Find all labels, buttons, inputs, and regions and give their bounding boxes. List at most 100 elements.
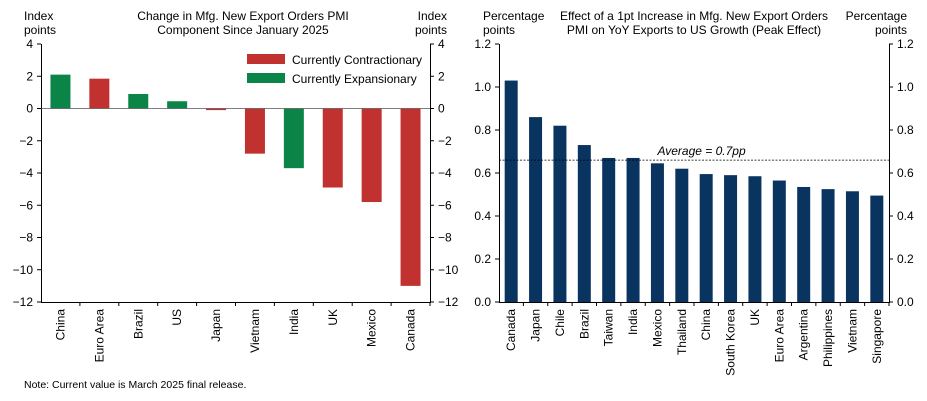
left-ytick-label-left: 4 <box>26 37 33 51</box>
left-category-label: Japan <box>209 309 223 342</box>
right-bar-china <box>699 174 713 302</box>
right-category-label: Thailand <box>675 309 689 355</box>
left-ytick-label-right: −12 <box>438 295 459 309</box>
left-ytick-label-right: −2 <box>438 134 452 148</box>
left-chart-title-line2: Component Since January 2025 <box>157 23 329 37</box>
right-category-label: Singapore <box>870 309 884 364</box>
left-bar-canada <box>400 108 421 286</box>
legend-swatch-expansionary <box>247 73 285 83</box>
left-bar-india <box>283 108 304 169</box>
right-bar-argentina <box>797 186 811 302</box>
right-bar-mexico <box>650 163 664 302</box>
right-category-label: UK <box>748 309 762 326</box>
left-ylabel-right-line2: points <box>415 23 447 37</box>
left-category-label: Brazil <box>131 309 145 339</box>
left-ylabel-left-line1: Index <box>24 9 53 23</box>
right-ytick-label-left: 1.2 <box>474 37 491 51</box>
left-ylabel-right-line1: Index <box>418 9 447 23</box>
right-category-label: Vietnam <box>845 309 859 353</box>
left-chart: Index points Index points Change in Mfg.… <box>13 9 459 362</box>
right-category-label: China <box>699 309 713 341</box>
left-ytick-label-left: 0 <box>26 102 33 116</box>
left-ytick-label-right: −6 <box>438 198 452 212</box>
left-ytick-label-left: −12 <box>13 295 34 309</box>
left-ytick-label-right: 4 <box>438 37 445 51</box>
right-ytick-label-right: 0.4 <box>897 209 914 223</box>
left-bar-euro-area <box>89 78 110 109</box>
legend-swatch-contractionary <box>247 54 285 64</box>
left-ylabel-left-line2: points <box>24 23 56 37</box>
left-category-label: US <box>170 309 184 326</box>
right-ytick-label-right: 0.2 <box>897 252 914 266</box>
left-ytick-label-left: −4 <box>19 166 33 180</box>
left-bar-china <box>50 74 71 109</box>
legend-label-expansionary: Currently Expansionary <box>292 72 417 86</box>
left-bar-japan <box>206 108 227 111</box>
left-ytick-label-right: −4 <box>438 166 452 180</box>
right-ytick-label-right: 0.8 <box>897 123 914 137</box>
left-category-label: Vietnam <box>248 309 262 353</box>
left-category-label: UK <box>326 309 340 326</box>
left-ytick-label-left: −2 <box>19 134 33 148</box>
right-chart-title-line2: PMI on YoY Exports to US Growth (Peak Ef… <box>567 23 821 37</box>
left-ytick-label-right: −8 <box>438 231 452 245</box>
right-bar-taiwan <box>602 157 616 302</box>
left-bar-brazil <box>128 93 149 109</box>
right-ytick-label-left: 0.6 <box>474 166 491 180</box>
left-category-label: Canada <box>404 309 418 351</box>
right-bar-south-korea <box>724 175 738 302</box>
right-ylabel-right-line1: Percentage <box>846 9 908 23</box>
left-category-label: Euro Area <box>92 309 106 363</box>
left-ytick-label-right: −10 <box>438 263 459 277</box>
legend-label-contractionary: Currently Contractionary <box>292 53 422 67</box>
left-ytick-label-left: 2 <box>26 69 33 83</box>
right-category-label: Mexico <box>650 309 664 347</box>
left-bar-us <box>167 101 188 109</box>
right-category-label: Brazil <box>577 309 591 339</box>
right-category-label: India <box>626 309 640 335</box>
right-bar-brazil <box>577 145 591 302</box>
left-bar-mexico <box>361 108 382 203</box>
right-bar-chile <box>553 125 567 302</box>
right-category-label: Argentina <box>797 309 811 361</box>
left-ytick-label-right: 0 <box>438 102 445 116</box>
average-label: Average = 0.7pp <box>656 144 746 158</box>
left-category-label: India <box>287 309 301 335</box>
right-ytick-label-left: 0.4 <box>474 209 491 223</box>
right-bar-japan <box>529 117 543 302</box>
right-chart: Percentage points Percentage points Effe… <box>474 9 914 376</box>
left-legend: Currently Contractionary Currently Expan… <box>247 53 422 86</box>
right-ytick-label-right: 0.6 <box>897 166 914 180</box>
right-bar-singapore <box>870 195 884 302</box>
left-category-label: Mexico <box>365 309 379 347</box>
right-category-label: Philippines <box>821 309 835 367</box>
right-ylabel-right-line2: points <box>875 23 907 37</box>
right-ytick-label-right: 1.2 <box>897 37 914 51</box>
left-ytick-label-left: −10 <box>13 263 34 277</box>
footnote: Note: Current value is March 2025 final … <box>24 379 246 391</box>
right-bar-india <box>626 157 640 302</box>
left-bar-vietnam <box>244 108 265 154</box>
right-ylabel-left-line2: points <box>483 23 515 37</box>
left-ytick-label-left: −8 <box>19 231 33 245</box>
left-bar-uk <box>322 108 343 188</box>
right-category-label: Euro Area <box>772 309 786 363</box>
right-ytick-label-right: 0.0 <box>897 295 914 309</box>
right-category-label: Taiwan <box>602 309 616 346</box>
left-category-label: China <box>53 309 67 341</box>
right-bar-philippines <box>821 189 835 302</box>
right-category-label: Canada <box>504 309 518 351</box>
right-ytick-label-left: 1.0 <box>474 80 491 94</box>
right-chart-title-line1: Effect of a 1pt Increase in Mfg. New Exp… <box>560 9 828 23</box>
right-category-label: Chile <box>553 309 567 337</box>
right-category-label: South Korea <box>724 309 738 376</box>
right-bar-thailand <box>675 168 689 302</box>
left-ytick-label-left: −6 <box>19 198 33 212</box>
right-ytick-label-left: 0.8 <box>474 123 491 137</box>
right-category-label: Japan <box>529 309 543 342</box>
right-bar-canada <box>504 80 518 302</box>
right-bar-euro-area <box>772 180 786 302</box>
right-bar-uk <box>748 176 762 302</box>
left-ytick-label-right: 2 <box>438 69 445 83</box>
